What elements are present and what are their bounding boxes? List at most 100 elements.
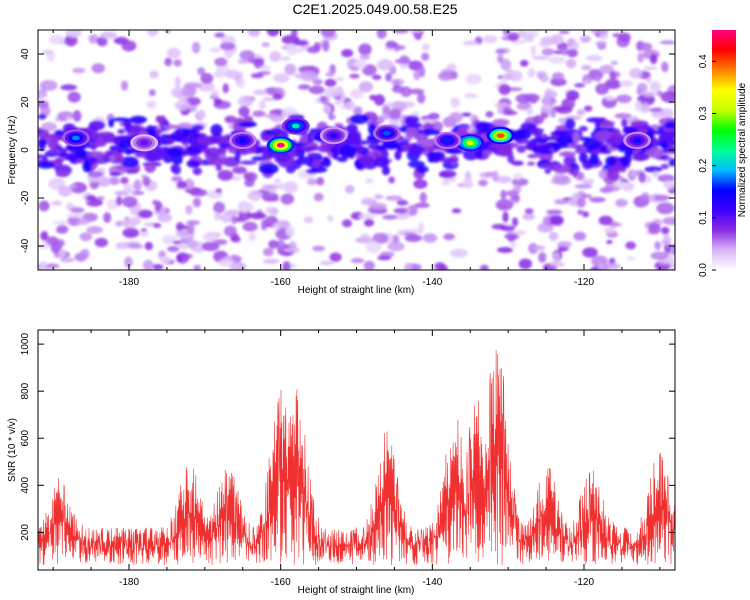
heatmap-cell <box>632 153 648 162</box>
heatmap-cell <box>308 85 325 95</box>
heatmap-cell <box>549 261 565 267</box>
heatmap-cell <box>598 215 613 226</box>
heatmap-cell <box>381 165 390 176</box>
heatmap-cell <box>508 32 520 42</box>
heatmap-cell <box>406 122 422 128</box>
heatmap-cell <box>88 34 99 44</box>
heatmap-cell <box>495 176 512 184</box>
heatmap-cell <box>550 78 567 87</box>
x-tick-label: -160 <box>271 277 291 288</box>
heatmap-cell <box>220 213 233 223</box>
heatmap-cell <box>494 102 510 108</box>
heatmap-cell <box>124 256 133 269</box>
heatmap-cell <box>108 118 115 128</box>
heatmap-cell <box>482 35 498 44</box>
colorbar-tick-label: 0.3 <box>698 106 709 120</box>
heatmap-cell <box>261 184 279 190</box>
heatmap-cell <box>197 81 215 92</box>
heatmap-cell <box>524 34 535 43</box>
colorbar-tick-label: 0.0 <box>698 263 709 277</box>
heatmap-cell <box>339 145 357 156</box>
heatmap-cell <box>144 162 156 173</box>
heatmap-cell <box>577 171 584 181</box>
heatmap-cell <box>654 241 661 251</box>
heatmap-cell <box>638 42 653 51</box>
heatmap-cell <box>259 65 271 70</box>
heatmap-cell <box>249 212 267 220</box>
heatmap-cell <box>239 160 257 165</box>
heatmap-cell <box>232 166 247 175</box>
heatmap-cell <box>120 80 129 91</box>
colorbar-ticks: 0.0 0.1 0.2 0.3 0.4 <box>698 54 716 277</box>
heatmap-cell <box>291 142 306 147</box>
heatmap-cell <box>449 112 463 123</box>
heatmap-cell <box>414 133 427 142</box>
heatmap-cell <box>604 227 617 234</box>
heatmap-cell <box>595 83 609 95</box>
heatmap-cell <box>359 155 374 167</box>
heatmap-cell <box>372 232 389 244</box>
heatmap-cell <box>599 64 614 74</box>
heatmap-cell <box>224 115 237 124</box>
heatmap-cell <box>59 257 75 263</box>
heatmap-cell <box>313 192 324 202</box>
heatmap-cell <box>275 239 286 251</box>
heatmap-x-axis: -180 -160 -140 -120 <box>52 30 661 288</box>
heatmap-cell <box>303 216 314 224</box>
heatmap-cell <box>120 156 139 168</box>
heatmap-cell <box>640 102 650 114</box>
heatmap-cell <box>184 178 195 191</box>
heatmap-cells <box>38 30 675 270</box>
heatmap-cell <box>369 94 377 101</box>
heatmap-cell <box>38 113 47 120</box>
heatmap-cell <box>319 260 334 266</box>
heatmap-cell <box>170 164 178 173</box>
heatmap-cell <box>248 30 261 37</box>
heatmap-cell <box>649 107 663 113</box>
snr-panel: -180 -160 -140 -120 200 400 600 800 1000 Height… <box>7 329 676 596</box>
heatmap-cell <box>572 41 580 50</box>
x-tick-label: -120 <box>574 577 594 588</box>
heatmap-cell <box>495 199 514 211</box>
heatmap-cell <box>282 261 291 270</box>
heatmap-cell <box>197 67 206 76</box>
y-tick-label: 1000 <box>20 333 31 356</box>
heatmap-cell <box>511 160 524 166</box>
heatmap-cell <box>635 125 651 130</box>
heatmap-cell <box>502 211 509 223</box>
heatmap-cell <box>605 96 616 101</box>
heatmap-cell <box>408 88 425 95</box>
heatmap-cell <box>485 111 494 118</box>
heatmap-cell <box>404 262 412 270</box>
heatmap-cell <box>409 144 425 156</box>
heatmap-cell <box>109 171 121 177</box>
heatmap-cell <box>334 123 344 128</box>
heatmap-cell <box>542 94 551 104</box>
heatmap-cell <box>142 176 151 187</box>
heatmap-cell <box>76 158 84 164</box>
heatmap-cell <box>363 260 375 270</box>
heatmap-cell <box>606 239 613 245</box>
heatmap-cell <box>524 208 534 215</box>
heatmap-cell <box>599 187 613 194</box>
heatmap-cell <box>548 56 566 64</box>
heatmap-cell <box>350 89 364 99</box>
heatmap-cell <box>518 258 533 270</box>
heatmap-cell <box>527 161 536 166</box>
heatmap-cell <box>134 152 146 158</box>
heatmap-cell <box>290 30 298 37</box>
heatmap-cell <box>273 73 290 83</box>
heatmap-cell <box>72 110 82 122</box>
heatmap-cell <box>389 108 401 120</box>
heatmap-hotspot <box>291 123 300 129</box>
heatmap-cell <box>322 104 332 114</box>
heatmap-cell <box>264 113 281 119</box>
heatmap-cell <box>399 55 410 65</box>
heatmap-cell <box>615 198 627 208</box>
heatmap-cell <box>269 127 282 137</box>
heatmap-cell <box>180 85 197 97</box>
heatmap-cell <box>152 264 164 270</box>
heatmap-cell <box>565 90 580 101</box>
heatmap-cell <box>358 81 373 93</box>
heatmap-cell <box>186 239 198 249</box>
